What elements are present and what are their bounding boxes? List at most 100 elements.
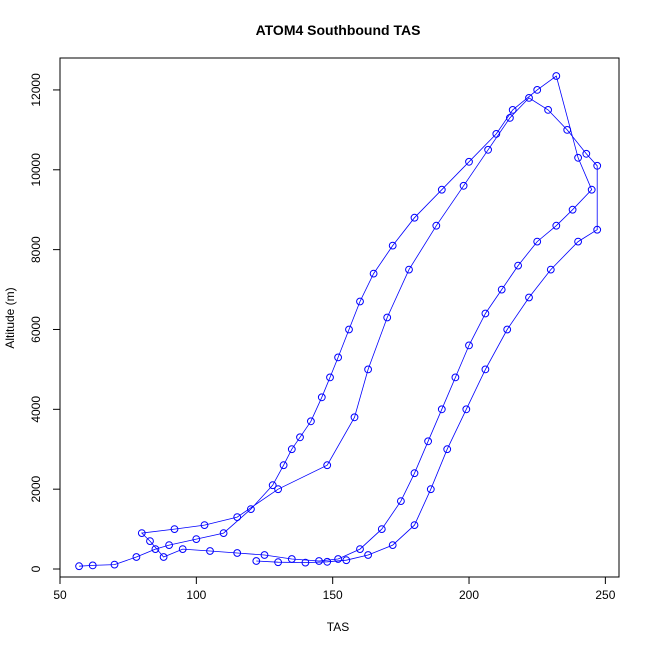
data-point (533, 237, 542, 246)
data-point (200, 521, 209, 529)
data-point (260, 551, 269, 559)
data-point (356, 545, 364, 553)
data-point (593, 161, 602, 170)
data-point (574, 237, 582, 246)
data-point (151, 545, 160, 553)
y-tick-label: 10000 (29, 153, 43, 187)
data-point (410, 213, 419, 222)
data-point (369, 269, 378, 278)
data-point (462, 405, 471, 414)
data-point (552, 221, 561, 230)
data-point (465, 341, 473, 350)
data-point (323, 557, 332, 566)
data-point (492, 130, 501, 138)
data-point (388, 241, 397, 250)
data-point (405, 265, 413, 274)
data-point (287, 555, 296, 563)
data-point (574, 153, 582, 162)
data-point (287, 445, 296, 454)
x-tick-label: 250 (595, 588, 615, 602)
data-point (233, 549, 242, 557)
data-point (497, 285, 506, 294)
data-point (546, 265, 555, 274)
data-point (397, 497, 405, 506)
data-point (301, 558, 310, 567)
data-point (443, 445, 452, 454)
data-point (383, 313, 392, 322)
data-point (533, 86, 542, 94)
data-point (424, 437, 433, 446)
data-point (334, 555, 343, 563)
data-point (192, 535, 201, 543)
x-tick-label: 150 (323, 588, 343, 602)
points-layer (75, 72, 602, 571)
data-point (364, 551, 373, 559)
chart-title: ATOM4 Southbound TAS (256, 22, 421, 38)
x-tick-label: 50 (53, 588, 67, 602)
data-point (219, 529, 228, 537)
data-point (159, 553, 168, 561)
data-point (137, 529, 146, 537)
data-point (563, 125, 572, 134)
data-point (307, 417, 315, 426)
data-point (345, 325, 353, 334)
data-point (252, 557, 261, 565)
y-tick-label: 6000 (29, 316, 43, 343)
data-point (110, 560, 119, 569)
data-point (465, 157, 473, 166)
data-point (437, 185, 446, 194)
series-line (79, 75, 598, 567)
data-point (364, 365, 373, 374)
data-point (206, 547, 214, 555)
y-tick-label: 2000 (29, 475, 43, 502)
data-point (410, 469, 419, 478)
y-tick-label: 8000 (29, 236, 43, 263)
data-point (506, 114, 514, 122)
data-point (75, 562, 83, 571)
data-point (484, 145, 493, 154)
data-point (178, 545, 187, 553)
data-point (426, 485, 435, 494)
data-point (247, 505, 255, 514)
data-point (481, 309, 490, 318)
data-point (525, 94, 533, 102)
data-point (552, 72, 561, 80)
x-tick-label: 100 (186, 588, 206, 602)
data-point (593, 225, 602, 234)
data-point (342, 556, 351, 565)
data-point (279, 461, 288, 470)
data-point (296, 433, 304, 442)
data-point (315, 557, 323, 565)
data-point (88, 561, 97, 570)
data-point (514, 261, 522, 270)
data-point (544, 106, 552, 114)
data-point (334, 353, 343, 362)
data-point (388, 541, 397, 549)
x-axis-label: TAS (327, 620, 349, 634)
data-point (233, 513, 242, 521)
data-point (274, 485, 283, 494)
data-point (323, 461, 332, 470)
data-point (568, 205, 577, 214)
data-point (582, 149, 591, 158)
data-point (356, 297, 364, 306)
data-point (503, 325, 512, 334)
y-axis-label: Altitude (m) (3, 287, 17, 348)
data-point (377, 525, 386, 533)
data-point (437, 405, 446, 414)
data-point (274, 558, 283, 567)
data-point (170, 525, 179, 533)
x-axis: 50 100 150 200 250 (53, 576, 616, 602)
y-tick-label: 12000 (29, 73, 43, 107)
data-point (326, 373, 334, 382)
y-tick-label: 4000 (29, 396, 43, 423)
data-point (146, 537, 154, 545)
data-point (525, 293, 533, 302)
data-point (165, 541, 174, 549)
data-point (508, 106, 517, 114)
data-point (410, 521, 419, 529)
data-point (451, 373, 460, 382)
y-tick-label: 0 (29, 565, 43, 572)
